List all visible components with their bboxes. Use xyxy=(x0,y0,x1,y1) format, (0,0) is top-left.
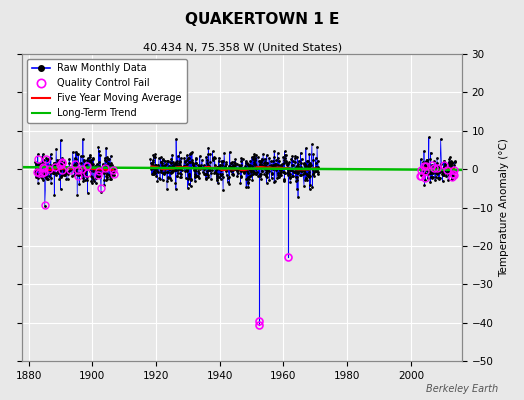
Legend: Raw Monthly Data, Quality Control Fail, Five Year Moving Average, Long-Term Tren: Raw Monthly Data, Quality Control Fail, … xyxy=(27,59,187,123)
Text: QUAKERTOWN 1 E: QUAKERTOWN 1 E xyxy=(185,12,339,27)
Title: 40.434 N, 75.358 W (United States): 40.434 N, 75.358 W (United States) xyxy=(143,43,342,53)
Y-axis label: Temperature Anomaly (°C): Temperature Anomaly (°C) xyxy=(499,138,509,277)
Text: Berkeley Earth: Berkeley Earth xyxy=(425,384,498,394)
